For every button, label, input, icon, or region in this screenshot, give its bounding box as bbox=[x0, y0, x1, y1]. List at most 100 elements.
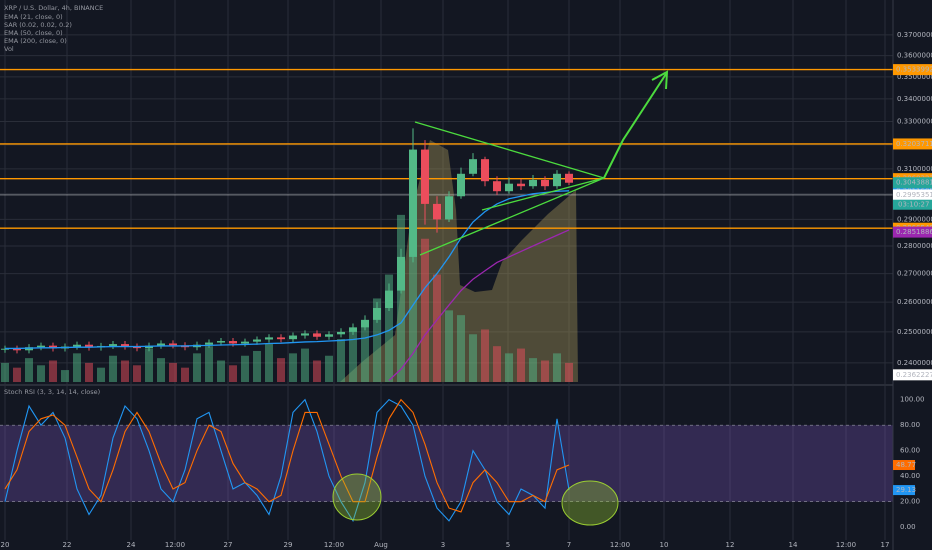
volume-bar bbox=[85, 362, 93, 382]
volume-bar bbox=[361, 322, 369, 382]
candle-body bbox=[445, 196, 453, 220]
y-tick-label: 0.26000000 bbox=[897, 298, 932, 306]
highlight-ellipse bbox=[332, 473, 382, 521]
candle-body bbox=[433, 203, 441, 220]
price-axis bbox=[893, 0, 932, 550]
x-tick-label: 12:00 bbox=[165, 541, 185, 549]
candle-body bbox=[277, 337, 285, 340]
price-label: 0.23622279 bbox=[896, 371, 932, 379]
volume-bar bbox=[373, 298, 381, 382]
volume-bar bbox=[121, 360, 129, 382]
x-tick-label: 12 bbox=[726, 541, 735, 549]
y-tick-label: 0.29000000 bbox=[897, 215, 932, 223]
volume-bar bbox=[25, 358, 33, 382]
highlight-ellipse bbox=[561, 480, 619, 526]
price-label-box bbox=[893, 189, 932, 201]
candle-body bbox=[349, 327, 357, 332]
stoch-pane bbox=[0, 398, 896, 528]
ma-line bbox=[388, 229, 570, 381]
candle-body bbox=[385, 290, 393, 309]
stoch-value-label: 29.13 bbox=[896, 486, 916, 494]
stoch-tick-label: 80.00 bbox=[900, 421, 920, 429]
x-tick-label: 12:00 bbox=[836, 541, 856, 549]
candle-body bbox=[409, 149, 417, 257]
stoch-value-box bbox=[893, 485, 915, 496]
x-tick-label: 12:00 bbox=[324, 541, 344, 549]
y-tick-label: 0.37000000 bbox=[897, 31, 932, 39]
x-tick-label: 5 bbox=[506, 541, 510, 549]
volume-bar bbox=[301, 348, 309, 382]
candle-body bbox=[517, 183, 525, 187]
last-price-label: 0.30438815 bbox=[896, 179, 932, 187]
stoch-title: Stoch RSI (3, 3, 14, 14, close) bbox=[4, 388, 100, 396]
stoch-tick-label: 60.00 bbox=[900, 447, 920, 455]
indicator-legend: Vol bbox=[4, 45, 14, 53]
grid bbox=[0, 0, 893, 540]
y-tick-label: 0.25000000 bbox=[897, 328, 932, 336]
volume-bar bbox=[73, 353, 81, 382]
candle-body bbox=[229, 341, 237, 344]
candle-body bbox=[49, 345, 57, 349]
candle-body bbox=[493, 181, 501, 192]
volume-bar bbox=[505, 353, 513, 382]
volume-bar bbox=[445, 310, 453, 382]
candle-body bbox=[133, 346, 141, 349]
candle-body bbox=[373, 308, 381, 320]
indicator-legend: EMA (21, close, 0) bbox=[4, 13, 63, 21]
candle-body bbox=[253, 339, 261, 342]
y-tick-label: 0.33000000 bbox=[897, 118, 932, 126]
trend-line bbox=[419, 177, 605, 256]
candle-body bbox=[265, 337, 273, 340]
stoch-tick-label: 40.00 bbox=[900, 472, 920, 480]
trend-line bbox=[481, 177, 605, 211]
volume-bar bbox=[313, 360, 321, 382]
x-tick-label: Aug bbox=[374, 541, 388, 549]
price-label-box bbox=[893, 138, 932, 150]
stoch-value-label: 48.77 bbox=[896, 461, 916, 469]
x-tick-label: 10 bbox=[660, 541, 669, 549]
candle-body bbox=[469, 159, 477, 174]
candle-body bbox=[217, 341, 225, 343]
y-tick-label: 0.27000000 bbox=[897, 270, 932, 278]
candle-body bbox=[397, 256, 405, 291]
volume-bar bbox=[181, 367, 189, 382]
last-price-label-box bbox=[893, 177, 932, 189]
volume-bar bbox=[145, 348, 153, 382]
volume-bar bbox=[133, 365, 141, 382]
price-label: 0.32037117 bbox=[896, 140, 932, 148]
countdown-box bbox=[893, 199, 932, 210]
x-tick-label: 12:00 bbox=[610, 541, 630, 549]
forecast-arrow bbox=[603, 73, 667, 179]
candle-body bbox=[85, 344, 93, 348]
x-tick-label: 22 bbox=[63, 541, 72, 549]
x-tick-label: 7 bbox=[567, 541, 571, 549]
volume-bar bbox=[229, 365, 237, 382]
ma-line bbox=[5, 190, 570, 350]
x-tick-label: 29 bbox=[284, 541, 293, 549]
stoch-line bbox=[4, 398, 570, 523]
volume-bar bbox=[61, 370, 69, 382]
candle-body bbox=[325, 334, 333, 337]
volume-bar bbox=[409, 155, 417, 382]
candle-body bbox=[313, 333, 321, 337]
stoch-line bbox=[4, 398, 570, 513]
volume-bar bbox=[1, 362, 9, 382]
candle-body bbox=[457, 173, 465, 197]
volume-bar bbox=[277, 358, 285, 382]
volume-bar bbox=[49, 360, 57, 382]
y-tick-label: 0.31000000 bbox=[897, 165, 932, 173]
volume-bar bbox=[109, 355, 117, 382]
candle-body bbox=[361, 319, 369, 328]
axis-labels: 0.24000000 0.25000000 0.26000000 0.27000000… bbox=[893, 31, 932, 531]
volume-bar bbox=[325, 355, 333, 382]
volume-bar bbox=[157, 358, 165, 382]
volume-bar bbox=[289, 353, 297, 382]
indicator-legend: EMA (200, close, 0) bbox=[4, 37, 67, 45]
stoch-tick-label: 100.00 bbox=[900, 396, 925, 404]
y-tick-label: 0.28000000 bbox=[897, 242, 932, 250]
price-label: 0.35339922 bbox=[896, 66, 932, 74]
volume-bar bbox=[553, 353, 561, 382]
volume-bar bbox=[397, 214, 405, 382]
